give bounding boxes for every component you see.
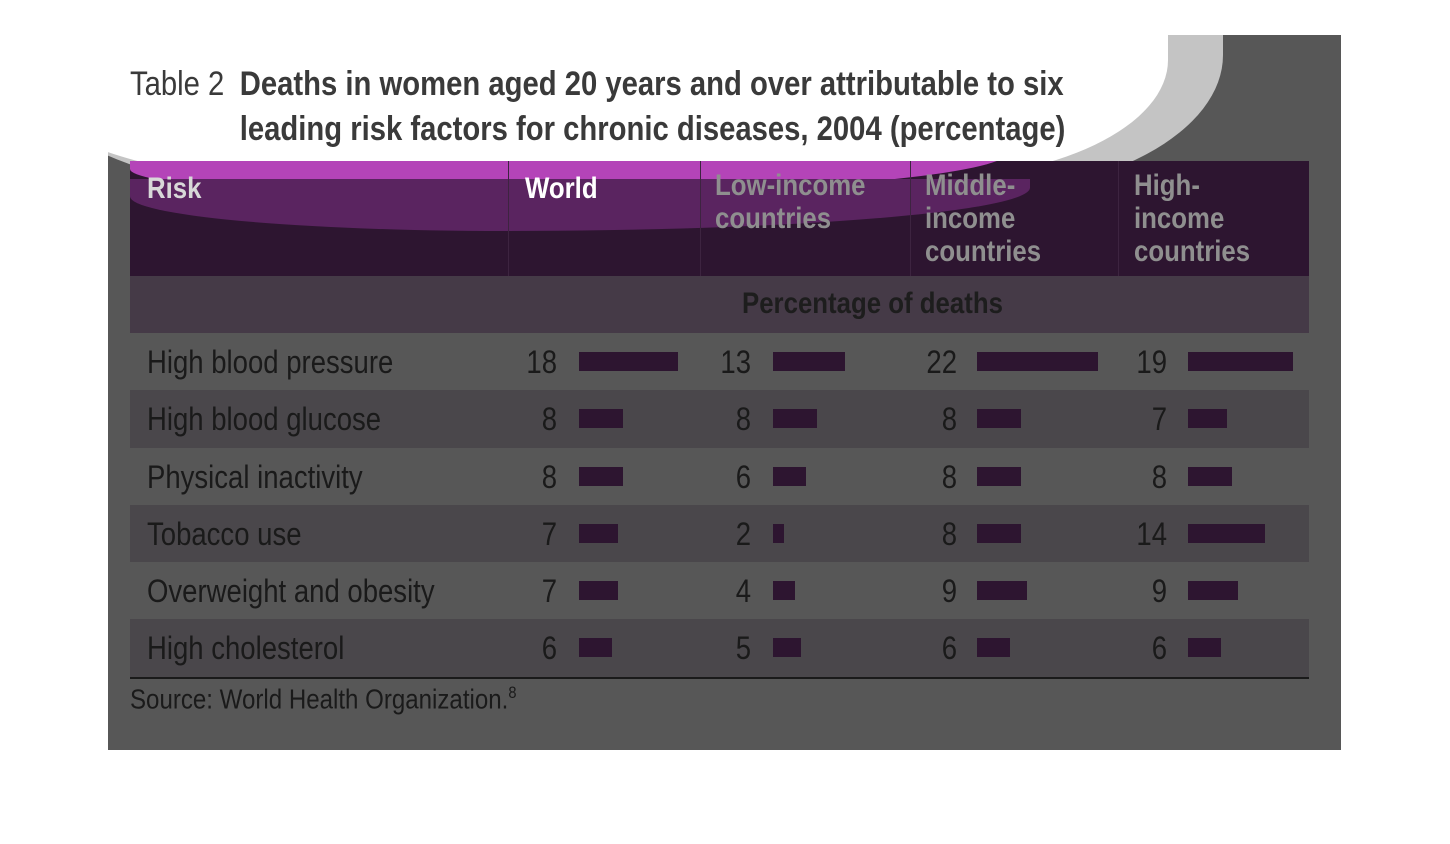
value-bar bbox=[579, 523, 618, 543]
value-bar bbox=[1188, 352, 1293, 371]
value-cell: 8 bbox=[541, 401, 557, 438]
light-spot-center bbox=[108, 35, 1168, 180]
header-high-income: High-income countries bbox=[1134, 169, 1251, 268]
value-bar bbox=[1188, 466, 1232, 486]
risk-label: Tobacco use bbox=[147, 515, 302, 552]
value-bar bbox=[1188, 638, 1221, 658]
source-text: Source: World Health Organization. bbox=[130, 683, 509, 715]
header-world: World bbox=[525, 172, 598, 205]
table-body: High blood pressure 18 13 22 19 High blood gl… bbox=[130, 333, 1309, 677]
value-cell: 22 bbox=[926, 344, 957, 380]
value-cell: 8 bbox=[541, 458, 557, 495]
value-cell: 6 bbox=[1151, 630, 1167, 667]
value-bar bbox=[773, 581, 795, 601]
value-bar bbox=[977, 466, 1021, 486]
value-bar bbox=[773, 638, 801, 658]
table-bottom-rule bbox=[130, 676, 1309, 679]
value-cell: 2 bbox=[735, 515, 751, 552]
value-bar bbox=[773, 352, 845, 371]
table-row: High blood glucose 8 8 8 7 bbox=[130, 390, 1309, 448]
value-cell: 7 bbox=[541, 573, 557, 610]
table-caption: Deaths in women aged 20 years and over a… bbox=[239, 65, 1066, 148]
subheader-row: Percentage of deaths bbox=[130, 276, 1309, 333]
value-bar bbox=[977, 352, 1098, 371]
table-panel: Table 2 Deaths in women aged 20 years an… bbox=[108, 35, 1341, 750]
source-footnote: 8 bbox=[508, 683, 517, 702]
table-row: High cholesterol 6 5 6 6 bbox=[130, 619, 1309, 677]
value-bar bbox=[977, 409, 1021, 429]
risk-label: Overweight and obesity bbox=[147, 573, 435, 610]
table-row: Overweight and obesity 7 4 9 9 bbox=[130, 562, 1309, 619]
source-note: Source: World Health Organization.8 bbox=[130, 683, 516, 715]
value-cell: 18 bbox=[526, 344, 557, 380]
table-number: Table 2 bbox=[130, 65, 225, 103]
value-bar bbox=[1188, 581, 1238, 601]
column-divider bbox=[910, 161, 911, 276]
value-cell: 6 bbox=[735, 458, 751, 495]
value-cell: 5 bbox=[735, 630, 751, 667]
value-cell: 7 bbox=[1151, 401, 1167, 438]
value-bar bbox=[579, 638, 612, 658]
column-divider bbox=[508, 161, 509, 276]
value-cell: 7 bbox=[541, 515, 557, 552]
header-middle-income: Middle-income countries bbox=[925, 169, 1042, 268]
table-row: Physical inactivity 8 6 8 8 bbox=[130, 448, 1309, 505]
table-row: High blood pressure 18 13 22 19 bbox=[130, 333, 1309, 390]
value-cell: 8 bbox=[1151, 458, 1167, 495]
value-bar bbox=[579, 466, 623, 486]
table-header: Risk World Low-income countries Middle-i… bbox=[130, 161, 1309, 276]
value-bar bbox=[1188, 523, 1265, 543]
value-cell: 14 bbox=[1136, 515, 1167, 552]
column-divider bbox=[1118, 161, 1119, 276]
value-cell: 19 bbox=[1136, 344, 1167, 380]
value-bar bbox=[773, 523, 784, 543]
data-table: Risk World Low-income countries Middle-i… bbox=[130, 161, 1309, 679]
table-row: Tobacco use 7 2 8 14 bbox=[130, 504, 1309, 563]
value-bar bbox=[977, 581, 1027, 601]
value-bar bbox=[1188, 409, 1227, 429]
value-cell: 6 bbox=[941, 630, 957, 667]
risk-label: High blood pressure bbox=[147, 344, 394, 380]
value-cell: 9 bbox=[1151, 573, 1167, 610]
value-cell: 6 bbox=[541, 630, 557, 667]
risk-label: High cholesterol bbox=[147, 630, 345, 667]
value-cell: 8 bbox=[941, 515, 957, 552]
column-divider bbox=[700, 161, 701, 276]
risk-label: High blood glucose bbox=[147, 401, 382, 438]
value-cell: 9 bbox=[941, 573, 957, 610]
value-bar bbox=[579, 581, 618, 601]
value-bar bbox=[579, 409, 623, 429]
value-bar bbox=[773, 409, 817, 429]
value-cell: 13 bbox=[720, 344, 751, 380]
value-cell: 8 bbox=[941, 401, 957, 438]
value-cell: 4 bbox=[735, 573, 751, 610]
subheader-label: Percentage of deaths bbox=[742, 287, 1003, 320]
value-cell: 8 bbox=[941, 458, 957, 495]
value-bar bbox=[773, 466, 806, 486]
risk-label: Physical inactivity bbox=[147, 458, 363, 495]
header-risk: Risk bbox=[147, 172, 202, 205]
value-cell: 8 bbox=[735, 401, 751, 438]
table-title: Table 2 Deaths in women aged 20 years an… bbox=[130, 62, 1145, 152]
value-bar bbox=[579, 352, 678, 371]
header-low-income: Low-income countries bbox=[715, 169, 866, 235]
value-bar bbox=[977, 638, 1010, 658]
value-bar bbox=[977, 523, 1021, 543]
